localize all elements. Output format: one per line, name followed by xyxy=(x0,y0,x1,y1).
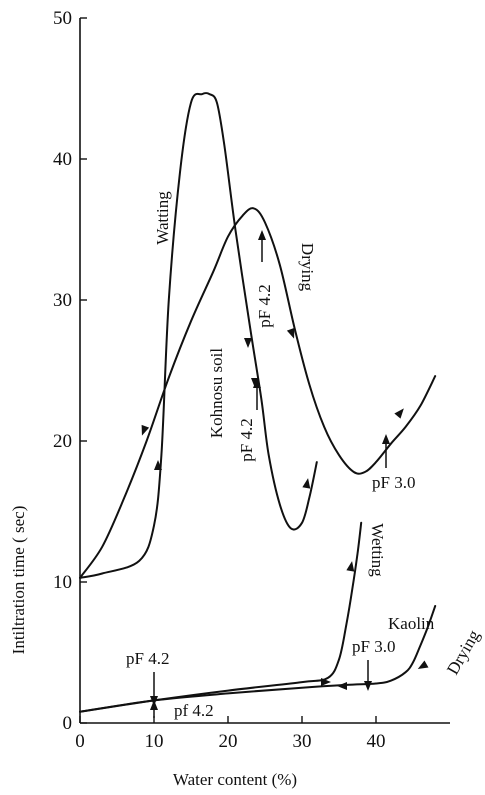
series-drying-curve xyxy=(79,207,437,579)
arrowhead-drying-left xyxy=(141,424,150,436)
x-tick-label: 30 xyxy=(293,731,312,752)
pointer-pf30-lower-head xyxy=(364,681,372,691)
pointer-pf42-middle-head xyxy=(253,378,261,388)
arrowhead-watting-rise xyxy=(154,460,162,470)
label-drying-upper: Drying xyxy=(298,243,317,292)
pointer-pf42-upper-head xyxy=(258,230,266,240)
arrowhead-drying-fall xyxy=(286,327,295,339)
x-tick-label: 40 xyxy=(367,731,386,752)
y-tick-label: 0 xyxy=(63,713,73,734)
arrowhead-watting-fall xyxy=(244,338,252,348)
arrowhead-wetting-flat xyxy=(321,678,331,686)
label-kohnosu-soil: Kohnosu soil xyxy=(207,348,226,438)
y-tick-label: 10 xyxy=(53,572,72,593)
label-pf42-lower: pF 4.2 xyxy=(126,649,169,668)
x-tick-label: 20 xyxy=(219,731,238,752)
pointer-pf30-upper-head xyxy=(382,434,390,444)
arrowhead-wetting-rise xyxy=(346,561,355,572)
label-wetting: Wetting xyxy=(368,523,387,577)
x-tick-label: 0 xyxy=(75,731,85,752)
label-kaolin: Kaolin xyxy=(388,614,435,633)
series-kaolin-wetting-curve xyxy=(79,521,363,713)
y-tick-label: 40 xyxy=(53,149,72,170)
label-pf42-middle: pF 4.2 xyxy=(237,418,256,461)
pointer-pf42-bottom-head xyxy=(150,700,158,710)
label-pf42-upper: pF 4.2 xyxy=(255,284,274,327)
y-ticks: 0 10 20 30 40 50 xyxy=(53,8,87,734)
arrowhead-watting-end xyxy=(302,478,311,489)
x-axis-title: Water content (%) xyxy=(173,770,297,789)
label-watting: Watting xyxy=(153,191,172,245)
x-tick-label: 10 xyxy=(145,731,164,752)
series-kaolin-drying-curve xyxy=(79,605,437,713)
label-pf30-upper: pF 3.0 xyxy=(372,473,415,492)
y-tick-label: 50 xyxy=(53,8,72,29)
y-tick-label: 30 xyxy=(53,290,72,311)
label-pf42-bottom: pf 4.2 xyxy=(174,701,214,720)
series-watting-curve xyxy=(79,92,318,579)
x-ticks: 0 10 20 30 40 xyxy=(75,716,386,752)
label-drying-lower: Drying xyxy=(443,626,484,678)
y-axis-title: Intiltration time ( sec) xyxy=(9,506,28,655)
arrowhead-kaolin-drying-flat xyxy=(337,682,347,690)
arrowhead-drying-end xyxy=(394,408,404,419)
label-pf30-lower: pF 3.0 xyxy=(352,637,395,656)
arrowhead-kaolin-drying-end xyxy=(417,660,429,669)
direction-marks xyxy=(141,230,429,718)
series-group xyxy=(79,92,437,713)
y-tick-label: 20 xyxy=(53,431,72,452)
